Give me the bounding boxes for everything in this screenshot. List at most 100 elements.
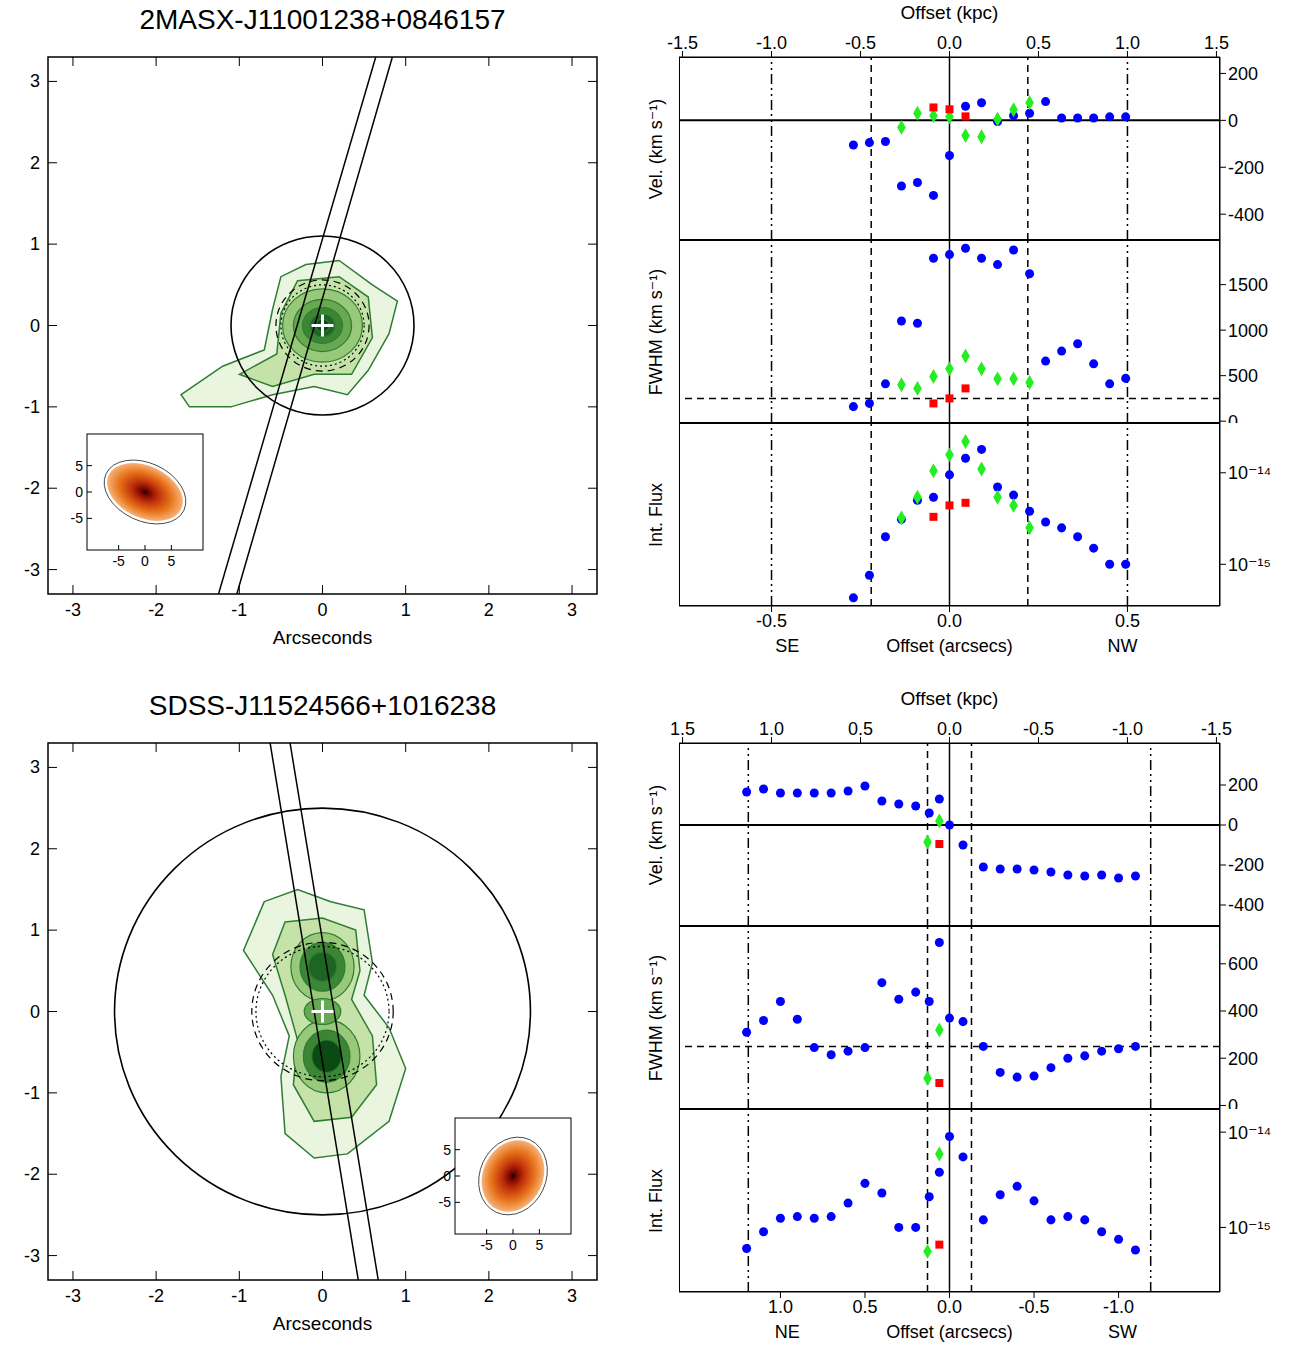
svg-text:0: 0: [317, 600, 327, 620]
html-text:SDSS-J11524566+1016238: SDSS-J11524566+1016238: [148, 690, 497, 721]
svg-text:-0.5: -0.5: [845, 33, 876, 53]
svg-text:0: 0: [443, 1168, 451, 1184]
html-text:FWHM (km s⁻¹): FWHM (km s⁻¹): [646, 954, 666, 1081]
svg-text:0: 0: [1228, 1096, 1238, 1109]
svg-text:-2: -2: [24, 478, 40, 498]
svg-text:1.0: 1.0: [759, 719, 784, 739]
svg-text:0: 0: [509, 1237, 517, 1253]
svg-text:0: 0: [1228, 111, 1238, 131]
svg-text:1.5: 1.5: [1204, 33, 1229, 53]
svg-text:0.5: 0.5: [852, 1297, 877, 1317]
html-text:Vel. (km s⁻¹): Vel. (km s⁻¹): [646, 784, 666, 885]
svg-text:-1.0: -1.0: [1103, 1297, 1134, 1317]
svg-text:-400: -400: [1228, 895, 1264, 915]
html-text:NE: NE: [774, 1322, 800, 1342]
html-text:SW: SW: [1108, 1322, 1138, 1342]
svg-text:1: 1: [401, 1286, 411, 1306]
svg-text:-1.5: -1.5: [1201, 719, 1232, 739]
svg-text:-3: -3: [24, 560, 40, 580]
html-text:Offset (kpc): Offset (kpc): [900, 688, 999, 709]
svg-text:-1: -1: [231, 600, 247, 620]
svg-text:2: 2: [484, 600, 494, 620]
svg-text:2: 2: [30, 153, 40, 173]
html-text:Int. Flux: Int. Flux: [645, 482, 666, 547]
svg-text:0: 0: [30, 316, 40, 336]
svg-text:-3: -3: [65, 600, 81, 620]
svg-text:0.0: 0.0: [937, 611, 962, 631]
svg-text:-400: -400: [1228, 205, 1264, 225]
svg-text:0.0: 0.0: [937, 33, 962, 53]
html-text:SE: SE: [775, 636, 800, 656]
svg-text:0.0: 0.0: [937, 1297, 962, 1317]
svg-text:1.0: 1.0: [1115, 33, 1140, 53]
svg-text:1500: 1500: [1228, 275, 1268, 295]
svg-text:0: 0: [141, 553, 149, 569]
svg-text:0: 0: [1228, 412, 1238, 423]
svg-text:5: 5: [75, 458, 83, 474]
svg-text:10⁻¹⁵: 10⁻¹⁵: [1228, 555, 1271, 575]
svg-text:Arcseconds: Arcseconds: [273, 627, 372, 648]
svg-text:5: 5: [535, 1237, 543, 1253]
html-text:Offset (arcsecs): Offset (arcsecs): [886, 1322, 1013, 1342]
svg-text:-3: -3: [65, 1286, 81, 1306]
html-text:Vel. (km s⁻¹): Vel. (km s⁻¹): [646, 98, 666, 199]
svg-text:-0.5: -0.5: [1023, 719, 1054, 739]
svg-text:0.5: 0.5: [848, 719, 873, 739]
svg-text:0.5: 0.5: [1115, 611, 1140, 631]
svg-text:0: 0: [30, 1002, 40, 1022]
svg-text:3: 3: [30, 757, 40, 777]
svg-text:-1.0: -1.0: [1112, 719, 1143, 739]
svg-text:10⁻¹⁴: 10⁻¹⁴: [1228, 1123, 1271, 1143]
svg-text:-5: -5: [480, 1237, 493, 1253]
svg-text:200: 200: [1228, 64, 1258, 84]
svg-text:-2: -2: [148, 600, 164, 620]
svg-text:10⁻¹⁴: 10⁻¹⁴: [1228, 463, 1271, 483]
svg-text:0: 0: [75, 484, 83, 500]
svg-text:400: 400: [1228, 1001, 1258, 1021]
svg-text:10⁻¹⁵: 10⁻¹⁵: [1228, 1218, 1271, 1238]
html-text:Offset (arcsecs): Offset (arcsecs): [886, 636, 1013, 656]
svg-text:-1.5: -1.5: [667, 33, 698, 53]
svg-text:-200: -200: [1228, 855, 1264, 875]
svg-text:3: 3: [30, 71, 40, 91]
svg-text:-0.5: -0.5: [756, 611, 787, 631]
svg-text:0: 0: [1228, 815, 1238, 835]
svg-text:1.0: 1.0: [768, 1297, 793, 1317]
svg-text:3: 3: [567, 600, 577, 620]
svg-text:1: 1: [30, 234, 40, 254]
svg-text:-0.5: -0.5: [1019, 1297, 1050, 1317]
svg-text:1000: 1000: [1228, 321, 1268, 341]
svg-text:1: 1: [30, 920, 40, 940]
svg-text:-1: -1: [231, 1286, 247, 1306]
svg-text:200: 200: [1228, 1049, 1258, 1069]
svg-text:5: 5: [443, 1142, 451, 1158]
svg-text:3: 3: [567, 1286, 577, 1306]
svg-text:1: 1: [401, 600, 411, 620]
svg-text:-1.0: -1.0: [756, 33, 787, 53]
svg-text:5: 5: [167, 553, 175, 569]
svg-text:-200: -200: [1228, 158, 1264, 178]
svg-text:200: 200: [1228, 775, 1258, 795]
svg-text:-5: -5: [439, 1194, 452, 1210]
svg-text:500: 500: [1228, 366, 1258, 386]
svg-text:-5: -5: [71, 510, 84, 526]
svg-text:600: 600: [1228, 954, 1258, 974]
svg-text:-1: -1: [24, 397, 40, 417]
svg-text:-5: -5: [112, 553, 125, 569]
html-text:Int. Flux: Int. Flux: [645, 1168, 666, 1233]
svg-text:-2: -2: [24, 1164, 40, 1184]
svg-text:-1: -1: [24, 1083, 40, 1103]
html-text:Offset (kpc): Offset (kpc): [900, 2, 999, 23]
html-text:NW: NW: [1107, 636, 1138, 656]
svg-text:Arcseconds: Arcseconds: [273, 1313, 372, 1334]
svg-text:2: 2: [30, 839, 40, 859]
svg-text:0.5: 0.5: [1026, 33, 1051, 53]
svg-text:0: 0: [317, 1286, 327, 1306]
svg-text:2: 2: [484, 1286, 494, 1306]
svg-text:0.0: 0.0: [937, 719, 962, 739]
svg-text:-3: -3: [24, 1246, 40, 1266]
svg-text:1.5: 1.5: [670, 719, 695, 739]
html-text:2MASX-J11001238+0846157: 2MASX-J11001238+0846157: [139, 4, 506, 35]
svg-text:-2: -2: [148, 1286, 164, 1306]
html-text:FWHM (km s⁻¹): FWHM (km s⁻¹): [646, 268, 666, 395]
